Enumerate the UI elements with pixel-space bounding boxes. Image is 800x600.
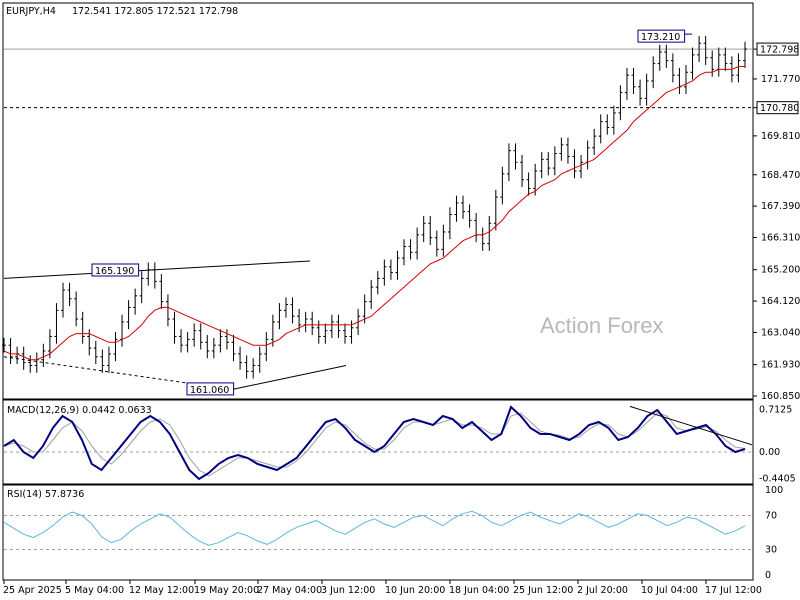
axis-layer: 171.770 169.810 168.470 167.390 166.310 165.2…: [3, 42, 800, 596]
low-label-box: [186, 382, 235, 396]
rsi-layer: RSI(14) 57.8736 100 70 30 0: [3, 485, 783, 581]
price-tick-label: 160.850: [761, 391, 800, 402]
price-tick-label: 166.310: [761, 232, 800, 243]
price-panel-frame: [2, 2, 754, 400]
rising-trendline: [229, 365, 347, 391]
price-tick-label: 161.930: [761, 360, 800, 371]
time-tick-label: 2 Jul 20:00: [577, 585, 628, 596]
current-price-tag: [756, 42, 799, 56]
current-price-text: 172.798: [760, 45, 799, 56]
rsi-tick-label: 0: [765, 570, 771, 581]
macd-panel-frame: [2, 399, 754, 485]
macd-tick-label: 0.7125: [759, 404, 792, 415]
time-tick-label: 10 Jun 20:00: [385, 585, 445, 596]
rsi-tick-label: 30: [765, 545, 777, 556]
rsi-line: [3, 510, 746, 546]
time-tick-label: 3 Jun 12:00: [321, 585, 375, 596]
ohlc-label: 172.541 172.805 172.521 172.798: [72, 6, 238, 17]
low-label-text: 161.060: [190, 385, 229, 396]
macd-trendline: [629, 405, 753, 446]
macd-signal-line: [3, 412, 746, 477]
price-tick-label: 163.040: [761, 327, 800, 338]
price-tick-label: 169.810: [761, 131, 800, 142]
price-tick-label: 165.200: [761, 265, 800, 276]
time-tick-label: 5 May 04:00: [65, 585, 124, 596]
time-tick-label: 25 Apr 2025: [3, 585, 62, 596]
watermark: Action Forex: [540, 313, 664, 338]
price-tick-label: 168.470: [761, 170, 800, 181]
macd-tick-label: -0.4405: [759, 473, 796, 484]
rsi-tick-label: 70: [765, 511, 777, 522]
moving-average-line: [3, 66, 745, 361]
macd-title: MACD(12,26,9) 0.0442 0.0633: [7, 405, 152, 416]
resistance-label-box: [91, 263, 140, 277]
time-tick-label: 18 Jun 04:00: [449, 585, 509, 596]
support-price-text: 170.780: [760, 103, 799, 114]
symbol-label: EURJPY,H4: [6, 6, 56, 17]
resistance-label-text: 165.190: [95, 266, 134, 277]
time-tick-label: 12 May 12:00: [129, 585, 194, 596]
high-label-text: 173.210: [641, 32, 680, 43]
macd-layer: MACD(12,26,9) 0.0442 0.0633 0.7125 0.00 -0.…: [3, 404, 796, 484]
price-tick-label: 171.770: [761, 74, 800, 85]
rsi-title: RSI(14) 57.8736: [7, 489, 84, 500]
time-tick-label: 19 May 20:00: [194, 585, 259, 596]
macd-line: [3, 405, 746, 481]
support-price-tag: [756, 101, 799, 115]
time-tick-label: 25 Jun 12:00: [513, 585, 573, 596]
high-label-box: [637, 29, 686, 43]
rsi-tick-label: 100: [765, 485, 783, 496]
time-tick-label: 10 Jul 04:00: [641, 585, 698, 596]
macd-tick-label: 0.00: [759, 447, 780, 458]
time-tick-label: 17 Jul 12:00: [705, 585, 762, 596]
upper-trendline: [3, 260, 311, 279]
time-tick-label: 27 May 04:00: [257, 585, 322, 596]
rsi-panel-frame: [2, 484, 754, 581]
price-layer: 173.210 165.190 161.060: [2, 29, 753, 396]
price-tick-label: 164.120: [761, 296, 800, 307]
price-tick-label: 167.390: [761, 201, 800, 212]
